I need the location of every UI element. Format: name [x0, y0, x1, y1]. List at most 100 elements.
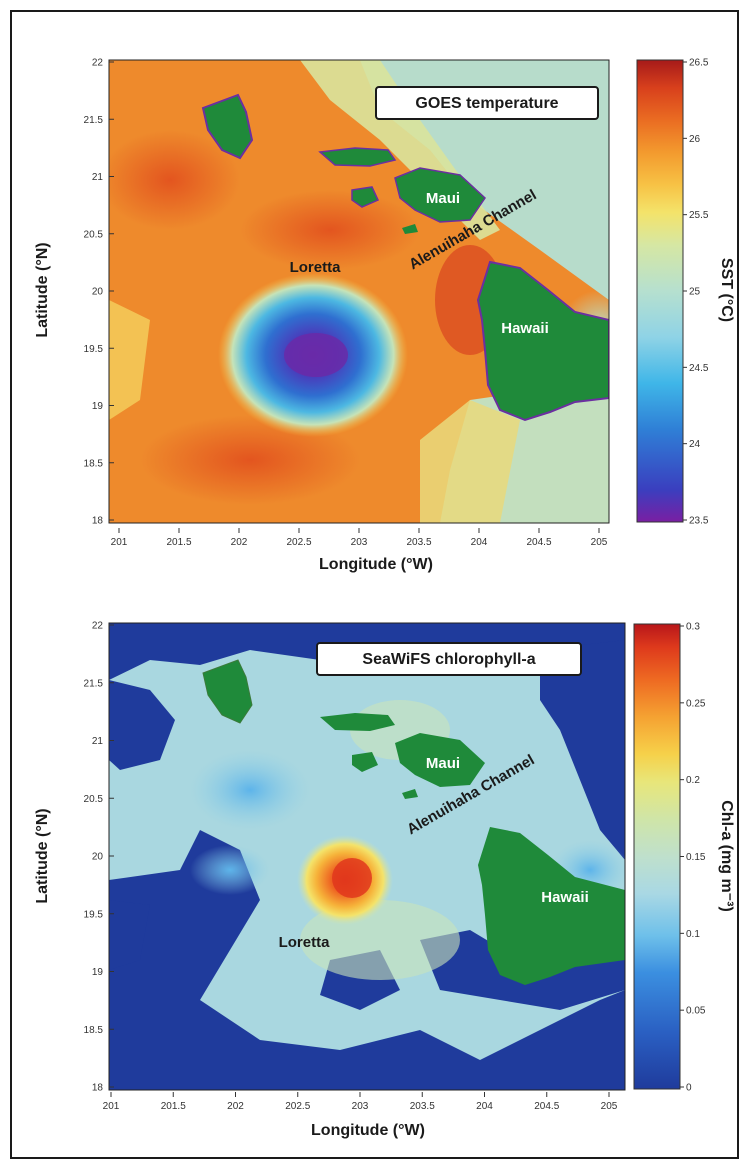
chl-cloud-north [109, 623, 625, 680]
loretta-bloom-core [332, 858, 372, 898]
chl-y-axis-title: Latitude (°N) [34, 808, 51, 903]
sst-colorbar-title: SST (°C) [718, 258, 735, 322]
colorbar-tick-label: 0.05 [686, 1006, 706, 1017]
x-tick-label: 202.5 [285, 1101, 310, 1112]
chl-cloud-ne [540, 640, 625, 860]
colorbar-tick-label: 0.2 [686, 775, 700, 786]
colorbar-tick-label: 25.5 [689, 210, 709, 221]
sst-transition-se [420, 400, 520, 523]
sst-x-axis-title: Longitude (°W) [319, 556, 433, 573]
chl-y-ticks: 22 21.5 21 20.5 20 19.5 19 18.5 18 [84, 621, 114, 1094]
y-tick-label: 18.5 [84, 1025, 104, 1036]
island-maui [394, 167, 486, 223]
colorbar-tick-label: 0.3 [686, 622, 700, 633]
y-tick-label: 21.5 [84, 115, 104, 126]
y-tick-label: 20.5 [84, 229, 104, 240]
chl-blue-patch [190, 750, 310, 830]
y-tick-label: 21.5 [84, 678, 104, 689]
sst-y-axis-title: Latitude (°N) [34, 242, 51, 337]
island-molokai [320, 713, 395, 731]
x-tick-label: 202 [231, 537, 248, 548]
maui-label: Maui [426, 190, 460, 207]
sst-title: GOES temperature [415, 95, 558, 112]
island-kahoolawe [402, 224, 418, 234]
colorbar-tick-label: 23.5 [689, 516, 709, 527]
chl-map: Loretta Maui Hawaii Alenuihaha Channel [109, 623, 625, 1090]
chl-title-box [316, 642, 582, 676]
x-tick-label: 201 [111, 537, 128, 548]
y-tick-label: 20.5 [84, 794, 104, 805]
y-tick-label: 21 [92, 736, 104, 747]
x-tick-label: 205 [591, 537, 608, 548]
x-tick-label: 205 [601, 1101, 618, 1112]
chl-cloud-south [109, 830, 625, 1090]
x-tick-label: 203.5 [410, 1101, 435, 1112]
x-tick-label: 204.5 [534, 1101, 559, 1112]
colorbar-tick-label: 24.5 [689, 363, 709, 374]
y-tick-label: 20 [92, 852, 104, 863]
sst-colorbar-ticks: 26.5 26 25.5 25 24.5 24 23.5 [683, 58, 709, 527]
island-maui [395, 733, 485, 787]
y-tick-label: 19 [92, 967, 104, 978]
x-tick-label: 203 [351, 537, 368, 548]
x-tick-label: 202.5 [286, 537, 311, 548]
island-hawaii [476, 260, 609, 422]
colorbar-tick-label: 25 [689, 287, 701, 298]
y-tick-label: 18 [92, 1083, 104, 1094]
loretta-label: Loretta [290, 259, 341, 276]
island-hawaii [478, 827, 625, 985]
hawaii-label: Hawaii [501, 320, 549, 337]
chl-colorbar [633, 623, 681, 1090]
colorbar-tick-label: 26 [689, 134, 701, 145]
sst-panel: Loretta Maui Hawaii Alenuihaha Channel G… [34, 58, 735, 574]
chl-colorbar-ticks: 0.3 0.25 0.2 0.15 0.1 0.05 0 [680, 622, 706, 1094]
sst-map: Loretta Maui Hawaii Alenuihaha Channel [109, 60, 609, 523]
sst-warm-patch [109, 130, 240, 230]
sst-warm-patch [140, 415, 360, 505]
y-tick-label: 20 [92, 287, 104, 298]
x-tick-label: 203 [352, 1101, 369, 1112]
island-molokai [318, 147, 397, 167]
chl-panel: Loretta Maui Hawaii Alenuihaha Channel S… [34, 621, 735, 1140]
island-oahu [202, 659, 253, 724]
colorbar-tick-label: 0.1 [686, 929, 700, 940]
hawaii-label: Hawaii [541, 889, 589, 906]
maui-label: Maui [426, 755, 460, 772]
sst-warm-patch [240, 190, 420, 270]
y-tick-label: 22 [92, 621, 104, 632]
island-oahu [201, 93, 254, 160]
loretta-eddy-core [284, 333, 348, 377]
chl-cloud-nw [109, 680, 175, 770]
sst-cool-west [109, 300, 150, 420]
colorbar-tick-label: 0.25 [686, 698, 706, 709]
x-tick-label: 201.5 [161, 1101, 186, 1112]
colorbar-tick-label: 0.15 [686, 852, 706, 863]
island-lanai [351, 186, 380, 208]
chl-cloud-sw [109, 900, 150, 970]
colorbar-tick-label: 26.5 [689, 58, 709, 69]
x-tick-label: 202 [227, 1101, 244, 1112]
sst-colorbar [636, 59, 684, 523]
y-tick-label: 19 [92, 401, 104, 412]
x-tick-label: 204.5 [526, 537, 551, 548]
chl-blue-patch [190, 845, 270, 895]
chl-title: SeaWiFS chlorophyll-a [362, 651, 535, 668]
chl-x-ticks: 201 201.5 202 202.5 203 203.5 204 204.5 205 [103, 1092, 618, 1112]
y-tick-label: 19.5 [84, 909, 104, 920]
sst-title-box [375, 86, 599, 120]
y-tick-label: 19.5 [84, 344, 104, 355]
chl-colorbar-title: Chl-a (mg m⁻³) [718, 800, 735, 912]
y-tick-label: 21 [92, 172, 104, 183]
x-tick-label: 204 [476, 1101, 493, 1112]
colorbar-tick-label: 0 [686, 1083, 692, 1094]
sst-y-ticks: 22 21.5 21 20.5 20 19.5 19 18.5 18 [84, 58, 114, 527]
loretta-label: Loretta [279, 934, 330, 951]
chl-x-axis-title: Longitude (°W) [311, 1122, 425, 1139]
y-tick-label: 22 [92, 58, 104, 69]
x-tick-label: 203.5 [406, 537, 431, 548]
island-kahoolawe [402, 789, 418, 799]
y-tick-label: 18 [92, 516, 104, 527]
sst-x-ticks: 201 201.5 202 202.5 203 203.5 204 204.5 205 [111, 528, 608, 548]
x-tick-label: 201 [103, 1101, 120, 1112]
